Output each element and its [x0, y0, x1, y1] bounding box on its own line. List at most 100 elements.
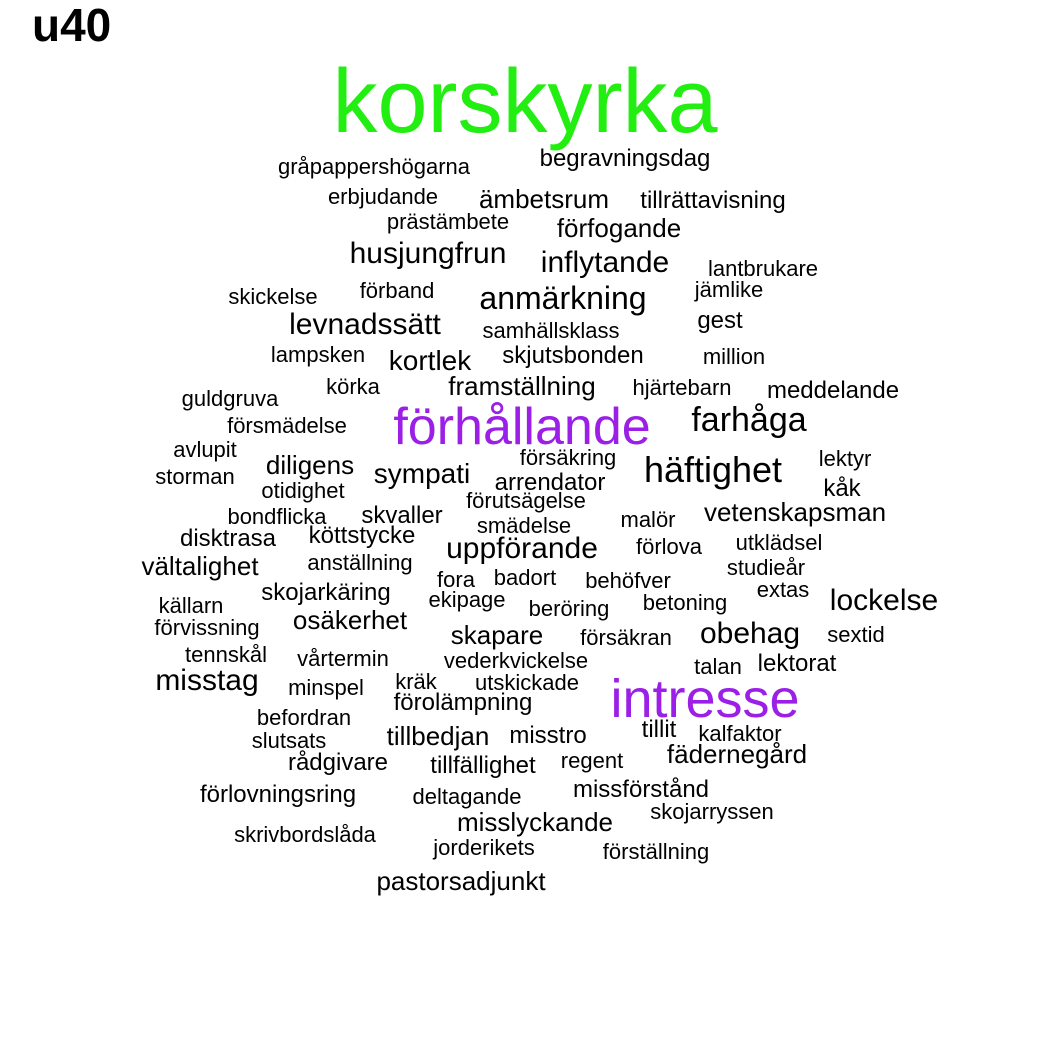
word-framstallning: framställning — [448, 371, 596, 401]
word-extas: extas — [756, 577, 810, 602]
word-ambetsrum: ämbetsrum — [478, 184, 610, 214]
word-lockelse: lockelse — [829, 584, 939, 617]
word-tillrattavisning: tillrättavisning — [640, 187, 786, 214]
word-utkladsel: utklädsel — [735, 530, 823, 555]
word-deltagande: deltagande — [412, 784, 522, 809]
word-storman: storman — [155, 464, 235, 489]
word-hjartebarn: hjärtebarn — [632, 375, 732, 400]
word-sextid: sextid — [827, 622, 885, 647]
word-lektyr: lektyr — [818, 446, 872, 471]
word-slutsats: slutsats — [251, 728, 327, 753]
word-erbjudande: erbjudande — [327, 184, 439, 209]
word-forsakran: försäkran — [580, 625, 672, 650]
word-vartermin: vårtermin — [297, 646, 389, 671]
word-diligens: diligens — [265, 450, 355, 480]
word-fora: fora — [437, 567, 475, 592]
word-forutsagelse: förutsägelse — [466, 488, 586, 513]
word-prastambete: prästämbete — [386, 209, 510, 234]
word-misstag: misstag — [155, 664, 259, 697]
word-skrivbordslada: skrivbordslåda — [234, 822, 376, 847]
word-utskickade: utskickade — [475, 670, 579, 695]
word-tillit: tillit — [641, 716, 677, 743]
word-grapappershogarna: gråpappershögarna — [277, 154, 471, 179]
word-disktrasa: disktrasa — [179, 525, 277, 552]
word-forsakring: försäkring — [519, 445, 617, 470]
word-forolampning: förolämpning — [393, 689, 533, 716]
cloud-title: u40 — [32, 0, 112, 51]
word-forhallande: förhållande — [393, 398, 651, 456]
word-inflytande: inflytande — [540, 246, 670, 279]
word-misstro: misstro — [509, 722, 587, 749]
word-ekipage: ekipage — [428, 587, 506, 612]
word-skjutsbonden: skjutsbonden — [502, 342, 644, 369]
word-korskyrka: korskyrka — [332, 52, 718, 152]
word-guldgruva: guldgruva — [181, 386, 279, 411]
word-skojarkaring: skojarkäring — [261, 579, 391, 606]
word-skvaller: skvaller — [361, 502, 443, 529]
word-fadernegard: fädernegård — [666, 739, 808, 769]
word-kottstycke: köttstycke — [308, 522, 416, 549]
word-jamlike: jämlike — [694, 277, 764, 302]
word-regent: regent — [560, 748, 624, 773]
word-badort: badort — [493, 565, 557, 590]
word-lektorat: lektorat — [757, 650, 837, 677]
word-bondflicka: bondflicka — [227, 504, 327, 529]
word-misslyckande: misslyckande — [456, 807, 614, 837]
word-lampsken: lampsken — [270, 342, 366, 367]
word-kallarn: källarn — [158, 593, 224, 618]
word-talan: talan — [694, 654, 742, 679]
word-korka: körka — [326, 374, 380, 399]
word-osakerhet: osäkerhet — [292, 605, 408, 635]
word-tennskal: tennskål — [185, 642, 267, 667]
word-obehag: obehag — [699, 617, 801, 650]
word-forlova: förlova — [635, 534, 703, 559]
word-gest: gest — [697, 307, 743, 334]
word-intresse: intresse — [610, 669, 800, 729]
word-kalfaktor: kalfaktor — [698, 721, 782, 746]
word-kak: kåk — [823, 475, 861, 502]
word-smadelse: smädelse — [476, 513, 572, 538]
word-husjungfrun: husjungfrun — [349, 237, 507, 270]
word-anstallning: anställning — [307, 550, 413, 575]
word-otidighet: otidighet — [261, 478, 345, 503]
word-tillfallighet: tillfällighet — [430, 752, 536, 779]
word-beroring: beröring — [528, 596, 610, 621]
word-betoning: betoning — [642, 590, 728, 615]
word-forsmadelse: försmädelse — [227, 413, 347, 438]
word-lantbrukare: lantbrukare — [707, 256, 819, 281]
word-kortlek: kortlek — [388, 345, 472, 376]
word-minspel: minspel — [288, 675, 364, 700]
word-valtalighet: vältalighet — [141, 551, 259, 581]
word-befordran: befordran — [256, 705, 352, 730]
word-meddelande: meddelande — [766, 377, 900, 404]
word-sympati: sympati — [373, 458, 471, 489]
word-forfogande: förfogande — [556, 213, 682, 243]
word-avlupit: avlupit — [173, 437, 237, 462]
word-skapare: skapare — [450, 620, 544, 650]
word-forstallning: förställning — [602, 839, 710, 864]
word-skojarryssen: skojarryssen — [650, 799, 774, 824]
word-farhaga: farhåga — [691, 401, 807, 439]
word-vederkvickelse: vederkvickelse — [443, 648, 589, 673]
word-radgivare: rådgivare — [287, 749, 389, 776]
word-uppforande: uppförande — [446, 532, 598, 565]
word-million: million — [702, 344, 766, 369]
word-haftighet: häftighet — [643, 449, 783, 490]
word-samhallsklass: samhällsklass — [482, 318, 620, 343]
word-jorderikets: jorderikets — [433, 835, 535, 860]
word-tillbedjan: tillbedjan — [386, 721, 490, 751]
word-forlovningsring: förlovningsring — [199, 781, 357, 808]
word-behofver: behöfver — [585, 568, 671, 593]
word-skickelse: skickelse — [228, 284, 318, 309]
word-begravningsdag: begravningsdag — [539, 145, 711, 172]
word-missforstand: missförstånd — [572, 776, 710, 803]
word-malor: malör — [620, 507, 676, 532]
word-studiear: studieår — [726, 555, 806, 580]
word-levnadssatt: levnadssätt — [289, 308, 441, 341]
word-forvissning: förvissning — [154, 615, 260, 640]
word-anmarkning: anmärkning — [479, 280, 647, 316]
word-krak: kräk — [395, 669, 437, 694]
word-pastorsadjunkt: pastorsadjunkt — [376, 866, 546, 896]
word-arrendator: arrendator — [494, 469, 606, 496]
